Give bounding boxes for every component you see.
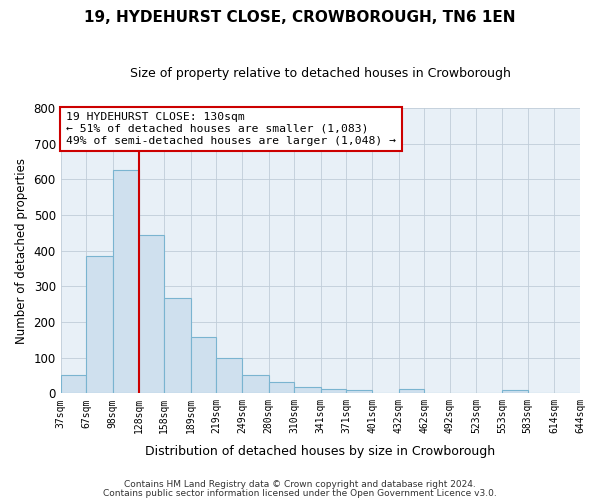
Bar xyxy=(346,390,372,394)
Bar xyxy=(217,358,242,394)
Text: Contains HM Land Registry data © Crown copyright and database right 2024.: Contains HM Land Registry data © Crown c… xyxy=(124,480,476,489)
Bar xyxy=(269,382,294,394)
Bar xyxy=(191,338,217,394)
Bar xyxy=(61,376,86,394)
Bar xyxy=(321,390,346,394)
Bar xyxy=(86,256,113,394)
Bar xyxy=(113,170,139,394)
Title: Size of property relative to detached houses in Crowborough: Size of property relative to detached ho… xyxy=(130,68,511,80)
Bar xyxy=(294,387,321,394)
Bar xyxy=(164,298,191,394)
Y-axis label: Number of detached properties: Number of detached properties xyxy=(15,158,28,344)
X-axis label: Distribution of detached houses by size in Crowborough: Distribution of detached houses by size … xyxy=(145,444,496,458)
Text: Contains public sector information licensed under the Open Government Licence v3: Contains public sector information licen… xyxy=(103,489,497,498)
Text: 19, HYDEHURST CLOSE, CROWBOROUGH, TN6 1EN: 19, HYDEHURST CLOSE, CROWBOROUGH, TN6 1E… xyxy=(84,10,516,25)
Text: 19 HYDEHURST CLOSE: 130sqm
← 51% of detached houses are smaller (1,083)
49% of s: 19 HYDEHURST CLOSE: 130sqm ← 51% of deta… xyxy=(66,112,396,146)
Bar xyxy=(502,390,528,394)
Bar xyxy=(139,234,164,394)
Bar xyxy=(242,374,269,394)
Bar xyxy=(398,389,424,394)
